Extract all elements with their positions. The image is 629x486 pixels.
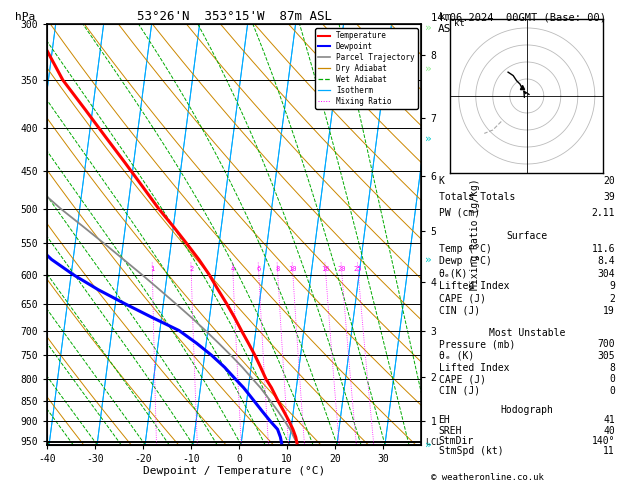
Text: 39: 39 [603, 192, 615, 202]
Text: 25: 25 [353, 266, 362, 272]
Text: LCL: LCL [421, 437, 442, 447]
Text: CAPE (J): CAPE (J) [438, 294, 486, 304]
Text: 19: 19 [603, 306, 615, 316]
Text: CIN (J): CIN (J) [438, 385, 480, 396]
Text: Most Unstable: Most Unstable [489, 328, 565, 338]
Text: 8: 8 [609, 363, 615, 373]
Text: 11.6: 11.6 [591, 243, 615, 254]
Text: »: » [425, 23, 431, 33]
Title: 53°26'N  353°15'W  87m ASL: 53°26'N 353°15'W 87m ASL [136, 10, 332, 23]
Text: km: km [438, 12, 452, 22]
Text: 16: 16 [321, 266, 330, 272]
Text: hPa: hPa [15, 12, 36, 22]
Text: 0: 0 [609, 374, 615, 384]
Text: Temp (°C): Temp (°C) [438, 243, 491, 254]
Text: 1: 1 [150, 266, 155, 272]
Text: © weatheronline.co.uk: © weatheronline.co.uk [431, 473, 543, 482]
Text: »: » [425, 134, 431, 143]
Text: ASL: ASL [438, 23, 459, 34]
Text: Totals Totals: Totals Totals [438, 192, 515, 202]
Text: SREH: SREH [438, 426, 462, 435]
Text: 20: 20 [337, 266, 346, 272]
Text: 2.11: 2.11 [591, 208, 615, 218]
Text: 40: 40 [603, 426, 615, 435]
Text: CAPE (J): CAPE (J) [438, 374, 486, 384]
Text: 0: 0 [609, 385, 615, 396]
Text: StmSpd (kt): StmSpd (kt) [438, 446, 503, 456]
Text: 8: 8 [276, 266, 280, 272]
Text: Mixing Ratio (g/kg): Mixing Ratio (g/kg) [470, 179, 480, 290]
Text: »: » [425, 255, 431, 265]
Text: 2: 2 [609, 294, 615, 304]
Text: 700: 700 [598, 339, 615, 349]
Text: K: K [438, 176, 445, 187]
Text: EH: EH [438, 416, 450, 425]
Text: 14.06.2024  00GMT (Base: 00): 14.06.2024 00GMT (Base: 00) [431, 12, 606, 22]
Text: 20: 20 [603, 176, 615, 187]
Text: 2: 2 [189, 266, 193, 272]
Text: Lifted Index: Lifted Index [438, 281, 509, 291]
X-axis label: Dewpoint / Temperature (°C): Dewpoint / Temperature (°C) [143, 467, 325, 476]
Text: PW (cm): PW (cm) [438, 208, 480, 218]
Text: »: » [425, 63, 431, 73]
Text: »: » [425, 440, 431, 450]
Text: Pressure (mb): Pressure (mb) [438, 339, 515, 349]
Text: 140°: 140° [591, 436, 615, 446]
Text: 304: 304 [598, 269, 615, 278]
Text: StmDir: StmDir [438, 436, 474, 446]
Text: Surface: Surface [506, 231, 547, 241]
Text: θₑ (K): θₑ (K) [438, 351, 474, 361]
Text: Lifted Index: Lifted Index [438, 363, 509, 373]
Text: 11: 11 [603, 446, 615, 456]
Text: kt: kt [454, 19, 464, 28]
Text: 305: 305 [598, 351, 615, 361]
Text: Dewp (°C): Dewp (°C) [438, 256, 491, 266]
Text: CIN (J): CIN (J) [438, 306, 480, 316]
Text: 4: 4 [231, 266, 235, 272]
Text: Hodograph: Hodograph [500, 405, 554, 415]
Text: 9: 9 [609, 281, 615, 291]
Text: 41: 41 [603, 416, 615, 425]
Legend: Temperature, Dewpoint, Parcel Trajectory, Dry Adiabat, Wet Adiabat, Isotherm, Mi: Temperature, Dewpoint, Parcel Trajectory… [315, 28, 418, 109]
Text: 10: 10 [288, 266, 297, 272]
Text: 8.4: 8.4 [598, 256, 615, 266]
Text: θₑ(K): θₑ(K) [438, 269, 468, 278]
Text: 6: 6 [257, 266, 260, 272]
